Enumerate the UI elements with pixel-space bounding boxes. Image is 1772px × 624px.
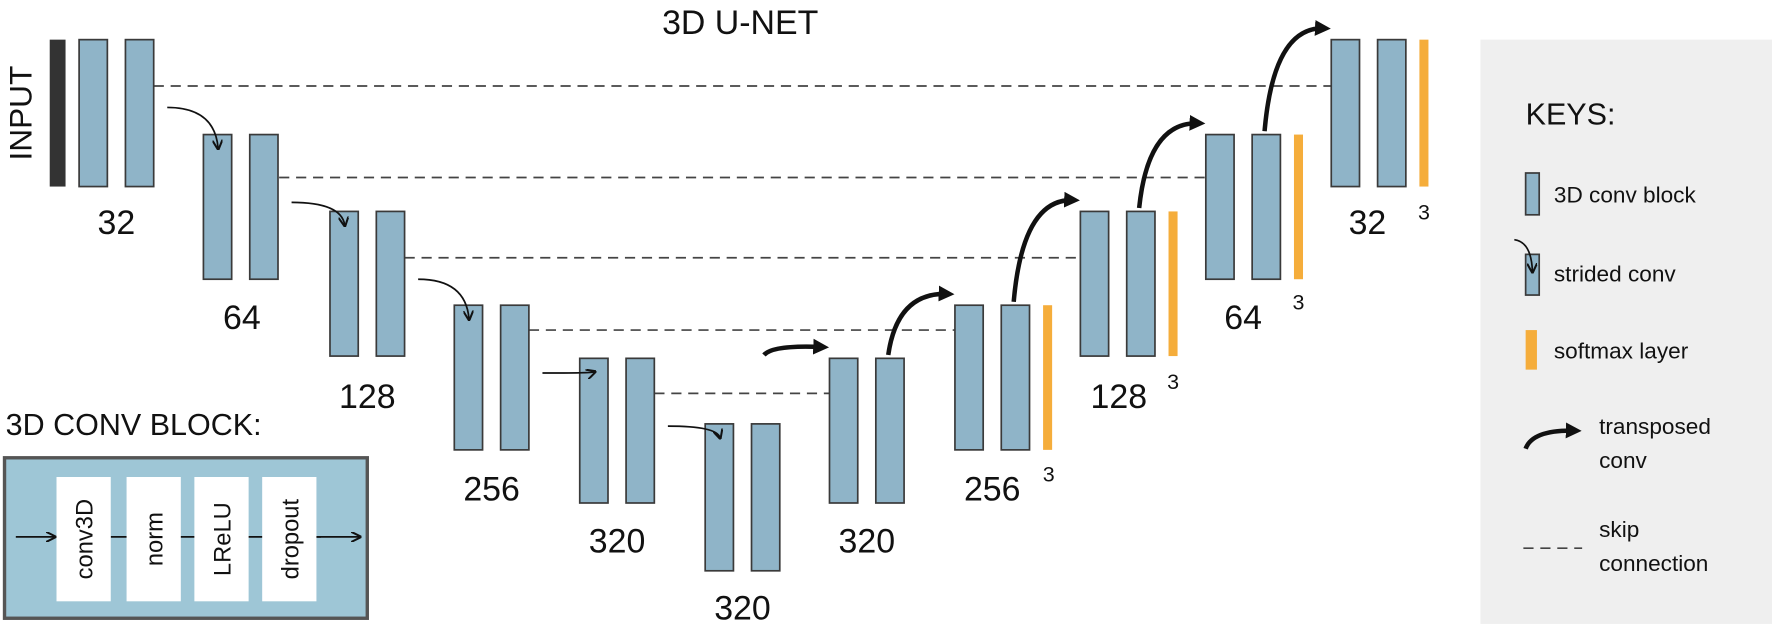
softmax-label: 3 <box>1043 463 1055 487</box>
key-label: connection <box>1599 551 1708 576</box>
conv-block <box>578 357 609 504</box>
key-softmax <box>1525 330 1537 370</box>
conv-block <box>1204 133 1235 281</box>
strided-conv <box>667 425 720 437</box>
softmax-label: 3 <box>1167 370 1179 394</box>
level-label: 320 <box>839 523 896 561</box>
key-label: conv <box>1599 448 1647 473</box>
shapes <box>2 20 1772 624</box>
level-label: 32 <box>98 204 136 242</box>
input-label: INPUT <box>3 66 39 161</box>
layer-box <box>262 476 317 602</box>
key-label: transposed <box>1599 414 1711 439</box>
conv-block <box>78 38 109 188</box>
level-label: 320 <box>714 589 771 624</box>
layer-label: norm <box>143 512 169 566</box>
key-label: skip <box>1599 517 1639 542</box>
level-label: 64 <box>1224 299 1262 337</box>
conv-block <box>874 357 905 504</box>
conv-block <box>1330 38 1361 188</box>
strided-conv <box>542 372 594 373</box>
conv-block <box>124 38 155 188</box>
transposed-conv <box>886 285 955 356</box>
level-label: 256 <box>463 471 520 509</box>
transposed-conv <box>762 338 830 357</box>
conv-block <box>202 133 233 281</box>
layer-box <box>56 476 111 602</box>
conv-block-heading: 3D CONV BLOCK: <box>6 408 262 442</box>
conv-block <box>625 357 656 504</box>
conv-block <box>954 304 985 451</box>
input-bar <box>49 39 66 187</box>
conv-block <box>499 304 530 451</box>
transposed-conv <box>1262 20 1331 132</box>
conv-block <box>453 304 484 451</box>
conv-block <box>1251 133 1282 281</box>
conv-block <box>828 357 859 504</box>
softmax-label: 3 <box>1293 291 1305 315</box>
key-label: strided conv <box>1554 261 1677 286</box>
keys-heading: KEYS: <box>1526 97 1616 131</box>
softmax-label: 3 <box>1418 200 1430 224</box>
key-strided-block <box>1524 253 1541 296</box>
conv-block <box>750 423 781 572</box>
conv-block <box>1000 304 1031 451</box>
strided-conv <box>418 278 469 319</box>
conv-block <box>329 210 360 357</box>
key-conv-block <box>1524 172 1541 216</box>
conv-block <box>375 210 406 357</box>
layer-box <box>194 476 249 602</box>
layer-label: LReLU <box>211 502 237 576</box>
softmax-layer <box>1043 305 1053 450</box>
level-label: 32 <box>1349 204 1387 242</box>
conv-block <box>1376 38 1407 188</box>
key-transposed-arrow <box>1523 422 1582 450</box>
conv-block <box>704 423 735 572</box>
strided-conv <box>291 201 345 225</box>
conv-block <box>248 133 279 281</box>
layer-label: conv3D <box>73 499 99 579</box>
level-label: 256 <box>964 471 1021 509</box>
level-label: 128 <box>339 378 396 416</box>
level-label: 128 <box>1091 378 1148 416</box>
level-label: 320 <box>589 523 646 561</box>
softmax-layer <box>1168 211 1178 357</box>
layer-label: dropout <box>278 499 304 580</box>
softmax-layer <box>1419 39 1429 187</box>
transposed-conv <box>1011 191 1080 303</box>
conv-block <box>1125 210 1156 357</box>
strided-conv <box>167 106 218 148</box>
key-label: 3D conv block <box>1554 182 1697 207</box>
key-label: softmax layer <box>1554 338 1689 363</box>
title: 3D U-NET <box>662 4 818 42</box>
layer-box <box>126 476 181 602</box>
key-strided-arrow <box>1514 238 1532 272</box>
conv-block <box>1079 210 1110 357</box>
transposed-conv <box>1136 114 1206 209</box>
softmax-layer <box>1293 134 1304 280</box>
level-label: 64 <box>223 299 261 337</box>
